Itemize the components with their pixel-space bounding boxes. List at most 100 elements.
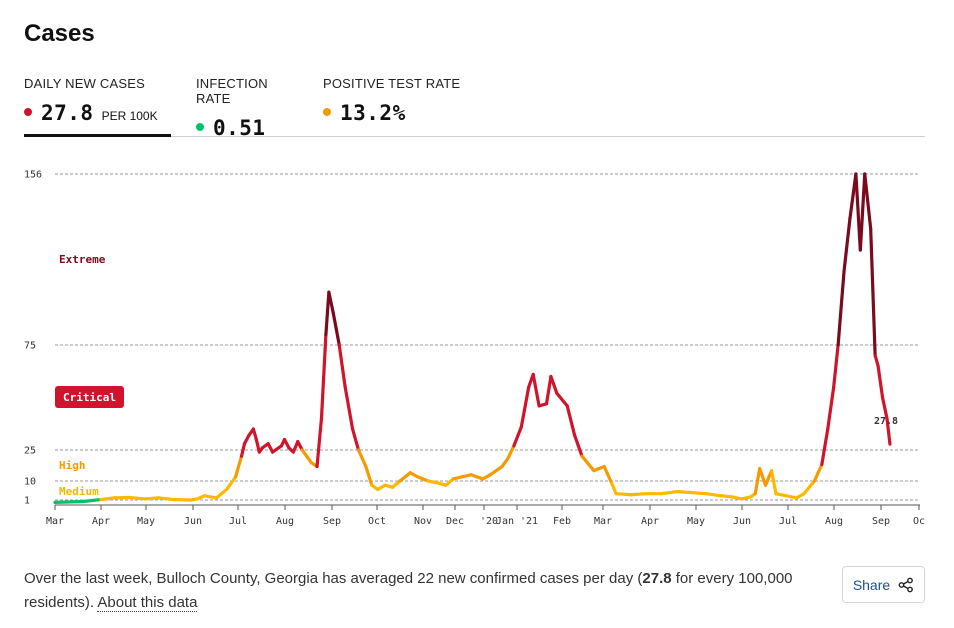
tab-value: 0.51 <box>213 116 266 140</box>
series-segment <box>719 494 734 499</box>
x-tick-label: Oct <box>368 516 386 527</box>
series-segment <box>143 496 161 501</box>
summary-value: 27.8 <box>642 570 672 587</box>
series-segment <box>99 496 116 502</box>
x-tick-label: Sep <box>872 516 890 527</box>
series-segment <box>416 475 430 483</box>
x-tick-label: Jul <box>779 516 797 527</box>
y-tick-label: 25 <box>24 446 36 457</box>
zone-label-extreme: Extreme <box>59 253 106 266</box>
tab-label: DAILY NEW CASES <box>24 76 145 91</box>
x-tick-label: Apr <box>92 516 110 527</box>
series-segment <box>863 172 873 231</box>
zone-label-high: High <box>59 459 86 472</box>
x-tick-label: Apr <box>641 516 659 527</box>
about-data-link[interactable]: About this data <box>97 594 198 612</box>
x-tick-label: Jan '21 <box>496 516 538 527</box>
series-segment <box>337 343 347 389</box>
series-segment <box>820 427 830 467</box>
series-segment <box>602 464 614 485</box>
share-label: Share <box>852 576 891 593</box>
x-tick-label: May <box>687 516 705 527</box>
x-tick-label: Mar <box>46 516 64 527</box>
series-segment <box>364 464 374 487</box>
series-segment <box>758 467 768 487</box>
series-segment <box>426 479 441 485</box>
cases-chart: 1 10 25 75 156 Mar Apr May Jun Jul Aug Sep Oct Nov Dec… <box>24 170 925 528</box>
series-segment <box>880 395 889 421</box>
series-segment <box>202 494 218 500</box>
tab-label: POSITIVE TEST RATE <box>323 76 461 91</box>
share-icon <box>898 577 914 592</box>
series-segment <box>239 442 247 458</box>
tab-positive-test-rate[interactable]: POSITIVE TEST RATE 13.2% <box>323 74 463 137</box>
series-segment <box>519 385 531 429</box>
y-tick-label: 10 <box>24 477 36 488</box>
series-segment <box>398 471 412 483</box>
series-segment <box>826 385 836 431</box>
series-segment <box>802 479 817 496</box>
series-segment <box>573 433 584 458</box>
zone-label-medium: Medium <box>59 485 99 498</box>
series-segment <box>251 427 258 442</box>
series-segment <box>488 464 504 477</box>
series-segment <box>858 172 867 252</box>
series-segment <box>225 475 238 492</box>
series-segment <box>842 216 852 273</box>
x-tick-label: Jun <box>733 516 751 527</box>
series-segment <box>214 487 229 500</box>
page-title: Cases <box>24 20 95 47</box>
series-segment <box>689 491 708 496</box>
share-button[interactable]: Share <box>842 566 925 603</box>
series-segment <box>675 489 694 495</box>
series-segment <box>356 448 368 469</box>
series-segment <box>614 492 633 497</box>
x-tick-label: Nov <box>414 516 432 527</box>
x-tick-label: Mar <box>594 516 612 527</box>
x-tick-label: Jul <box>229 516 247 527</box>
series-segment <box>836 269 846 347</box>
series-segment <box>271 444 284 454</box>
end-value-label: 27.8 <box>874 416 898 427</box>
series-segment <box>832 343 840 389</box>
series-segment <box>629 492 649 497</box>
series-segment <box>812 462 824 483</box>
series-segment <box>565 404 577 437</box>
summary-text-after: for every 100,000 residents). <box>24 570 793 611</box>
y-tick-label: 75 <box>24 341 36 352</box>
series-segment <box>234 454 244 479</box>
metric-tabs: DAILY NEW CASES 27.8 PER 100K INFECTION … <box>24 74 925 140</box>
status-dot-icon <box>196 123 204 131</box>
tab-label: INFECTION RATE <box>196 76 268 106</box>
series-segment <box>769 469 778 496</box>
chart-summary: Over the last week, Bulloch County, Geor… <box>24 567 804 615</box>
series-segment <box>729 495 744 501</box>
x-tick-label: Aug <box>825 516 843 527</box>
series-segment <box>876 364 885 400</box>
series-segment <box>327 290 335 315</box>
series-segment <box>331 311 341 347</box>
x-tick-label: Jun <box>184 516 202 527</box>
tab-infection-rate[interactable]: INFECTION RATE 0.51 <box>196 74 306 140</box>
series-segment <box>704 492 723 498</box>
series-segment <box>753 467 762 496</box>
series-segment <box>660 489 679 496</box>
x-tick-label: Oc <box>913 516 925 527</box>
status-dot-icon <box>24 108 32 116</box>
series-segment <box>580 454 596 473</box>
series-segment <box>315 416 324 469</box>
series-segment <box>555 391 569 408</box>
x-tick-label: Aug <box>276 516 294 527</box>
x-tick-label: Dec <box>446 516 464 527</box>
x-tick-label: '20 <box>480 516 498 527</box>
series-segment <box>784 494 799 500</box>
series-segment <box>81 497 103 504</box>
tab-daily-new-cases[interactable]: DAILY NEW CASES 27.8 PER 100K <box>24 74 171 137</box>
tab-value: 27.8 <box>41 101 94 125</box>
series-segment <box>506 444 516 460</box>
x-tick-label: Sep <box>323 516 341 527</box>
series-segment <box>544 374 553 406</box>
series-segment <box>254 437 261 454</box>
series-segment <box>53 499 85 504</box>
tab-unit: PER 100K <box>101 109 158 123</box>
